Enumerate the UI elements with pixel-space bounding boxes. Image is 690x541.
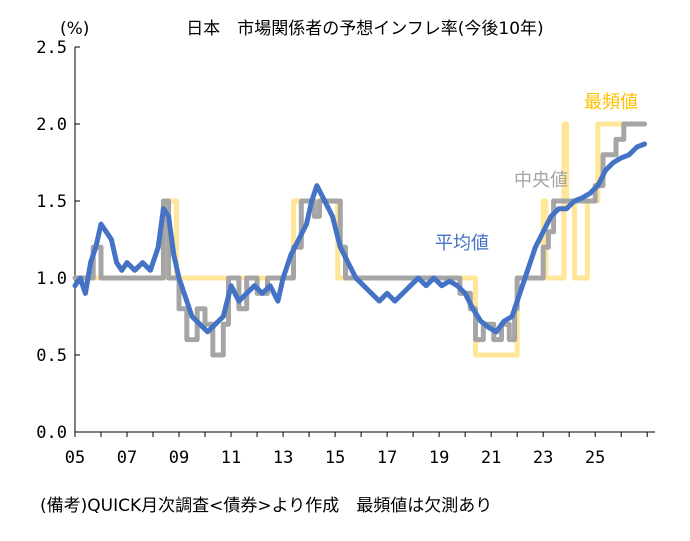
y-tick-label: 0.0: [36, 423, 67, 443]
y-tick-label: 0.5: [36, 346, 67, 366]
x-tick-label: 23: [533, 448, 553, 468]
series-label-mode: 最頻値: [584, 92, 638, 113]
chart-title: 日本 市場関係者の予想インフレ率(今後10年): [186, 19, 543, 39]
series-label-mean: 平均値: [435, 233, 489, 254]
x-tick-label: 25: [585, 448, 605, 468]
x-tick-label: 15: [325, 448, 345, 468]
y-tick-label: 1.0: [36, 269, 67, 289]
series-group: [72, 121, 648, 358]
x-tick-group: 05 07 09 11 13 15 17 19 21 23 25: [65, 432, 648, 468]
y-tick-label: 2.0: [36, 115, 67, 135]
x-tick-label: 11: [221, 448, 241, 468]
series-line-median: [72, 121, 648, 358]
x-tick-label: 17: [377, 448, 397, 468]
x-tick-label: 19: [429, 448, 449, 468]
y-tick-label: 1.5: [36, 192, 67, 212]
y-tick-group: 0.0 0.5 1.0 1.5 2.0 2.5: [36, 38, 80, 443]
footnote: (備考)QUICK月次調査<債券>より作成 最頻値は欠測あり: [40, 496, 492, 516]
x-tick-label: 07: [117, 448, 137, 468]
x-tick-label: 05: [65, 448, 85, 468]
series-label-median: 中央値: [514, 170, 568, 191]
x-tick-label: 13: [273, 448, 293, 468]
series-line-mean: [72, 141, 648, 335]
axes: [74, 47, 655, 433]
x-tick-label: 21: [481, 448, 501, 468]
y-tick-label: 2.5: [36, 38, 67, 58]
y-unit-label: (%): [60, 19, 89, 39]
x-tick-label: 09: [169, 448, 189, 468]
